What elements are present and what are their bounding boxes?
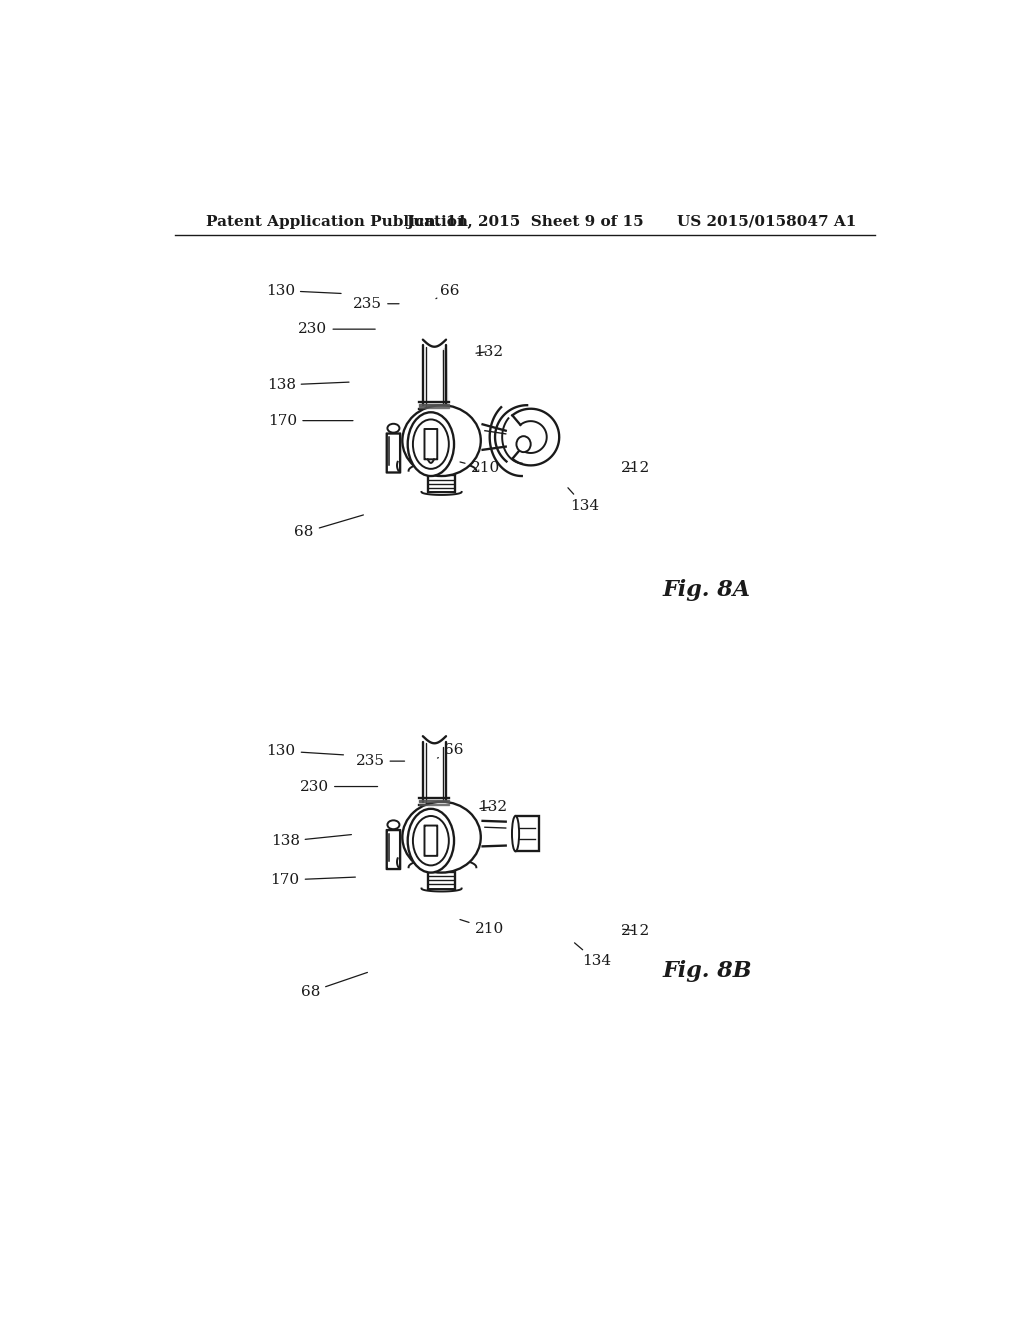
Text: 230: 230 bbox=[300, 780, 378, 793]
Text: US 2015/0158047 A1: US 2015/0158047 A1 bbox=[677, 215, 856, 228]
Text: Fig. 8A: Fig. 8A bbox=[663, 578, 751, 601]
Ellipse shape bbox=[402, 801, 481, 873]
Polygon shape bbox=[512, 409, 559, 466]
Text: Patent Application Publication: Patent Application Publication bbox=[206, 215, 468, 228]
Text: 134: 134 bbox=[574, 942, 610, 969]
Text: 138: 138 bbox=[270, 834, 351, 849]
Ellipse shape bbox=[512, 816, 519, 851]
Ellipse shape bbox=[387, 424, 399, 433]
Text: 66: 66 bbox=[437, 743, 463, 758]
Text: 68: 68 bbox=[301, 973, 368, 999]
Text: 212: 212 bbox=[622, 462, 650, 475]
FancyBboxPatch shape bbox=[387, 830, 400, 869]
Ellipse shape bbox=[402, 405, 481, 477]
Text: 130: 130 bbox=[266, 744, 343, 758]
Ellipse shape bbox=[413, 420, 449, 469]
Ellipse shape bbox=[408, 412, 454, 477]
Text: 134: 134 bbox=[568, 488, 599, 513]
Ellipse shape bbox=[516, 436, 530, 453]
Text: Jun. 11, 2015  Sheet 9 of 15: Jun. 11, 2015 Sheet 9 of 15 bbox=[406, 215, 644, 228]
Text: 230: 230 bbox=[298, 322, 375, 337]
Text: 170: 170 bbox=[268, 413, 353, 428]
Text: 170: 170 bbox=[270, 873, 355, 887]
Text: 132: 132 bbox=[474, 345, 504, 359]
Text: 66: 66 bbox=[436, 284, 459, 298]
FancyBboxPatch shape bbox=[515, 816, 539, 851]
Text: 210: 210 bbox=[460, 462, 500, 475]
Ellipse shape bbox=[387, 820, 399, 829]
Text: 235: 235 bbox=[355, 754, 404, 768]
Ellipse shape bbox=[408, 809, 454, 873]
Text: 130: 130 bbox=[266, 284, 341, 297]
Text: Fig. 8B: Fig. 8B bbox=[663, 960, 753, 982]
Text: 212: 212 bbox=[622, 924, 650, 939]
FancyBboxPatch shape bbox=[425, 825, 437, 855]
Text: 138: 138 bbox=[266, 378, 349, 392]
FancyBboxPatch shape bbox=[387, 433, 400, 473]
Text: 235: 235 bbox=[353, 297, 399, 310]
FancyBboxPatch shape bbox=[425, 429, 437, 459]
Text: 68: 68 bbox=[295, 515, 364, 540]
Text: 210: 210 bbox=[460, 920, 504, 936]
Text: 132: 132 bbox=[478, 800, 508, 814]
Ellipse shape bbox=[413, 816, 449, 866]
